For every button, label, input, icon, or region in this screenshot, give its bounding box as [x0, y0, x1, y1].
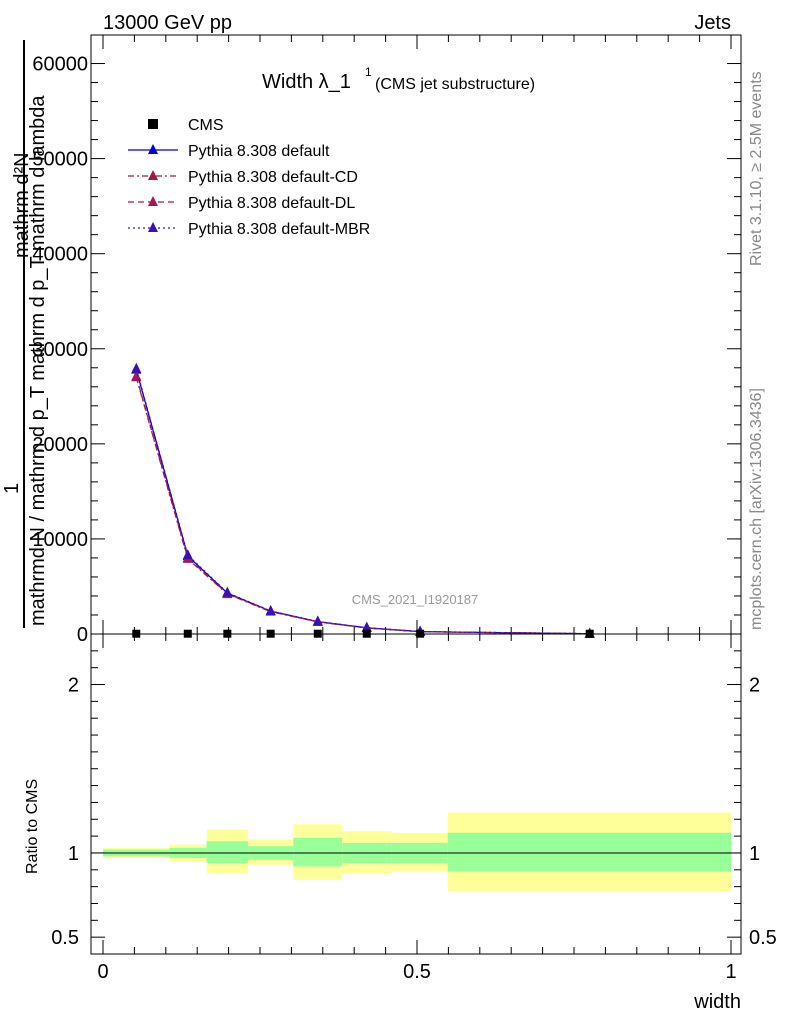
y-label-top: mathrm d²N [11, 152, 33, 258]
ratio-y-axis: 0.5 0.5 1 1 2 2 [51, 650, 777, 949]
y-tick-label: 10000 [32, 529, 88, 551]
x-tick-label: 0 [97, 961, 108, 983]
title-main: Width λ_1 [262, 71, 351, 93]
series-marker [131, 370, 142, 381]
legend-marker [148, 170, 158, 180]
ratio-y-tick-label-right: 1 [749, 843, 760, 865]
rivet-label: Rivet 3.1.10, ≥ 2.5M events [748, 71, 765, 266]
series-marker [361, 621, 372, 632]
main-y-label: mathrm d²N 1 mathrmd N / mathrm d p_T ma… [1, 40, 49, 628]
legend-marker [148, 196, 158, 206]
y-tick-label: 60000 [32, 54, 88, 76]
legend-marker-cms [148, 119, 158, 129]
y-tick-label: 30000 [32, 339, 88, 361]
y-tick-label: 20000 [32, 434, 88, 456]
legend-label: Pythia 8.308 default [188, 143, 330, 160]
series-marker [312, 615, 323, 626]
x-axis-label: width [693, 991, 741, 1013]
ratio-y-label: Ratio to CMS [24, 779, 41, 874]
ratio-plot-frame [90, 633, 742, 955]
series-marker [222, 586, 233, 597]
series-marker [131, 362, 142, 373]
ratio-bands [103, 812, 731, 892]
series-line [135, 376, 590, 635]
ratio-y-tick-label: 1 [68, 843, 79, 865]
legend-marker [148, 144, 158, 154]
x-tick-label: 1 [725, 961, 736, 983]
ratio-band-inner [293, 837, 343, 867]
ratio-band-inner [206, 841, 249, 864]
y-tick-label: 50000 [32, 149, 88, 171]
ratio-y-tick-label-right: 2 [749, 675, 760, 697]
header-right: Jets [694, 12, 731, 34]
legend-label: CMS [188, 117, 224, 134]
legend-label: Pythia 8.308 default-DL [188, 195, 355, 212]
chart-title: Width λ_1 1 (CMS jet substructure) [262, 65, 535, 93]
y-tick-label: 40000 [32, 244, 88, 266]
ratio-band-inner [447, 832, 731, 872]
ratio-x-axis: 0 0.5 1 [97, 634, 737, 983]
legend: CMS Pythia 8.308 default Pythia 8.308 defa… [128, 117, 370, 238]
main-y-axis: 0 10000 20000 30000 40000 50000 60000 [32, 54, 741, 646]
ratio-y-tick-label-right: 0.5 [749, 927, 777, 949]
legend-label: Pythia 8.308 default-CD [188, 169, 358, 186]
ratio-y-tick-label: 0.5 [51, 927, 79, 949]
analysis-watermark: CMS_2021_I1920187 [352, 592, 479, 607]
series-marker [265, 604, 276, 615]
series-layer [131, 362, 595, 638]
legend-marker [148, 222, 158, 232]
title-paren: (CMS jet substructure) [375, 76, 535, 93]
y-label-one: 1 [1, 483, 23, 494]
x-tick-label: 0.5 [403, 961, 431, 983]
mcplots-label: mcplots.cern.ch [arXiv:1306.3436] [748, 388, 765, 630]
y-tick-label: 0 [77, 624, 88, 646]
y-label-bottom: mathrmd N / mathrm d p_T mathrm d p_T ma… [27, 95, 49, 626]
series-marker [182, 549, 193, 560]
legend-label: Pythia 8.308 default-MBR [188, 221, 370, 238]
header-left: 13000 GeV pp [103, 12, 232, 34]
ratio-y-tick-label: 2 [68, 675, 79, 697]
title-sup: 1 [365, 65, 372, 79]
